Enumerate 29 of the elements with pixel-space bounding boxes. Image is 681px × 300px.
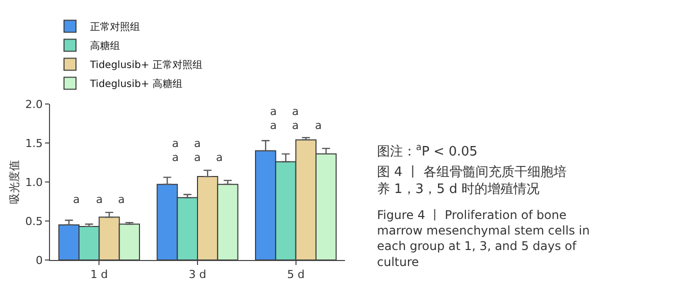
annotation: a [194,151,201,164]
annotation: a [172,137,179,150]
annotation: a [315,119,322,132]
legend-label: Tideglusib+ 正常对照组 [89,59,202,72]
annotation: a [96,193,103,206]
annotation: a [270,119,277,132]
x-tick-label: 5 d [287,268,305,282]
text: Figure 4 丨 Proliferation of bone marrow mesenchymal stem cells in each group at 1, 3, and 5 days of culture [377,208,590,269]
y-axis-title: 吸光度值 [8,160,21,204]
y-tick-label: 2.0 [25,98,43,111]
text: 图 4 丨 各组骨髓间充质干细胞培养 1，3，5 d 时的增殖情况 [377,165,567,197]
legend-label: 高糖组 [90,40,120,52]
annotation: a [292,105,299,118]
y-tick-label: 0 [36,254,43,267]
x-tick-label: 3 d [188,268,206,282]
annotation: a [292,119,299,132]
legend-label: Tideglusib+ 高糖组 [89,78,182,90]
x-tick-label: 1 d [90,268,108,282]
y-tick-label: 0.5 [25,214,43,228]
annotation: a [172,151,179,164]
y-tick-label: 1.0 [25,176,43,189]
legend-label: 正常对照组 [90,21,140,34]
y-tick-label: 1.5 [25,136,43,150]
annotation: a [73,193,80,206]
annotation: a [118,193,125,206]
text: 图注：$^{a}$P < 0.05 [377,143,478,160]
annotation: a [216,151,223,164]
annotation: a [270,105,277,118]
annotation: a [194,137,201,150]
